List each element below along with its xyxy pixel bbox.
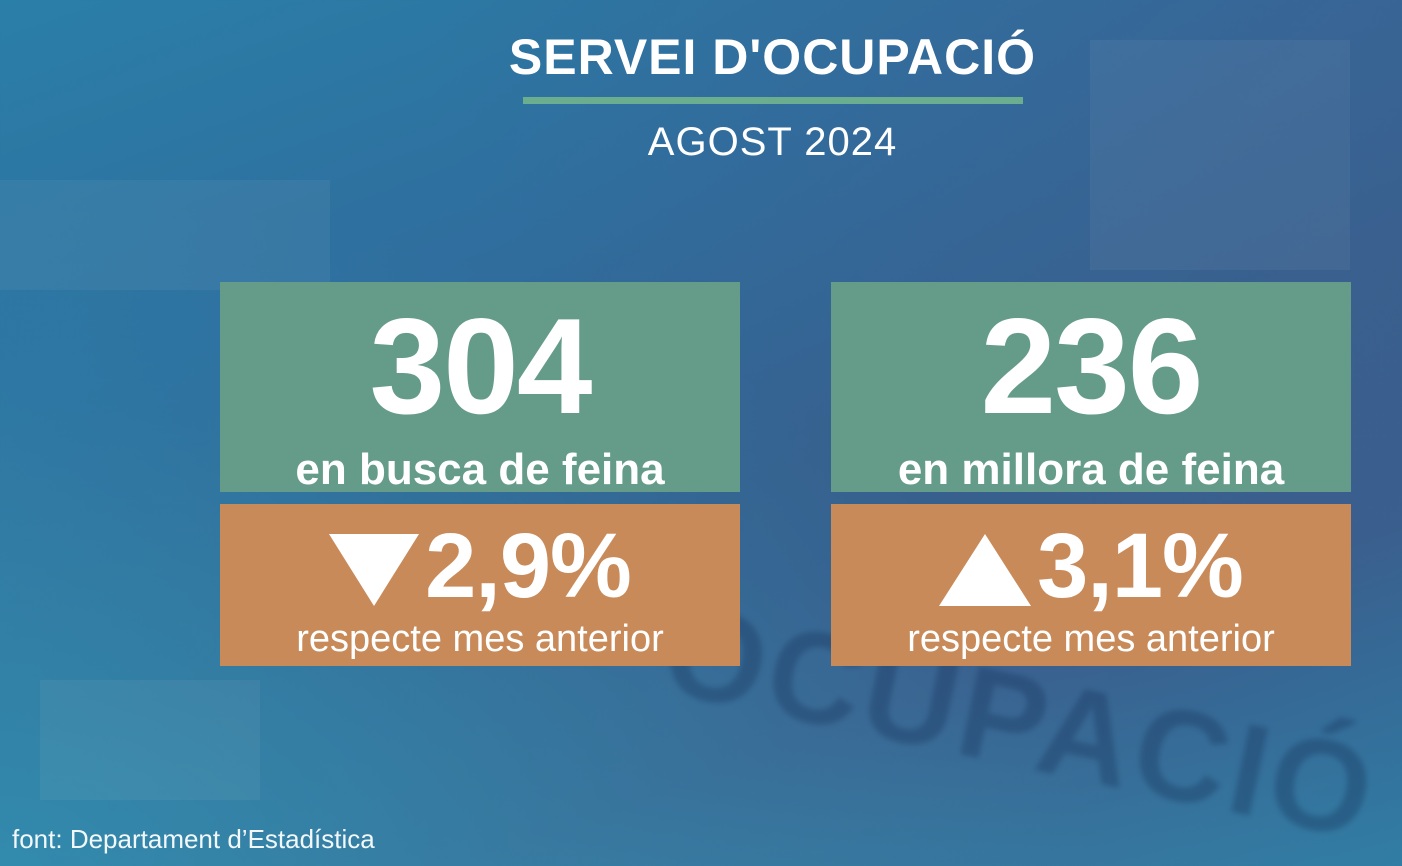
stat-card-job-improvers: 236 en millora de feina 3,1% respecte me…: [831, 282, 1351, 666]
source-credit: font: Departament d’Estadística: [12, 824, 375, 854]
triangle-down-icon: [329, 534, 420, 606]
change-row: 3,1%: [939, 515, 1244, 617]
stat-card-top: 304 en busca de feina: [220, 282, 740, 492]
triangle-up-icon: [939, 534, 1032, 606]
page-subtitle: AGOST 2024: [647, 120, 898, 164]
stat-card-job-seekers: 304 en busca de feina 2,9% respecte mes …: [220, 282, 740, 666]
stat-card-top: 236 en millora de feina: [831, 282, 1351, 492]
stat-card-bottom: 3,1% respecte mes anterior: [831, 504, 1351, 666]
stat-value: 236: [980, 290, 1204, 442]
background-tile: [40, 680, 260, 800]
stat-label: en millora de feina: [897, 445, 1285, 494]
change-value: 2,9%: [425, 515, 632, 617]
page-title: SERVEI D'OCUPACIÓ: [508, 29, 1037, 85]
background-tile: [0, 180, 330, 290]
background-tile: [1090, 40, 1350, 270]
stat-value: 304: [369, 290, 593, 442]
title-divider: [523, 97, 1023, 104]
change-row: 2,9%: [329, 515, 632, 617]
change-value: 3,1%: [1037, 515, 1244, 617]
stat-card-bottom: 2,9% respecte mes anterior: [220, 504, 740, 666]
stat-label: en busca de feina: [295, 445, 665, 494]
change-caption: respecte mes anterior: [907, 618, 1275, 660]
change-caption: respecte mes anterior: [296, 618, 664, 660]
